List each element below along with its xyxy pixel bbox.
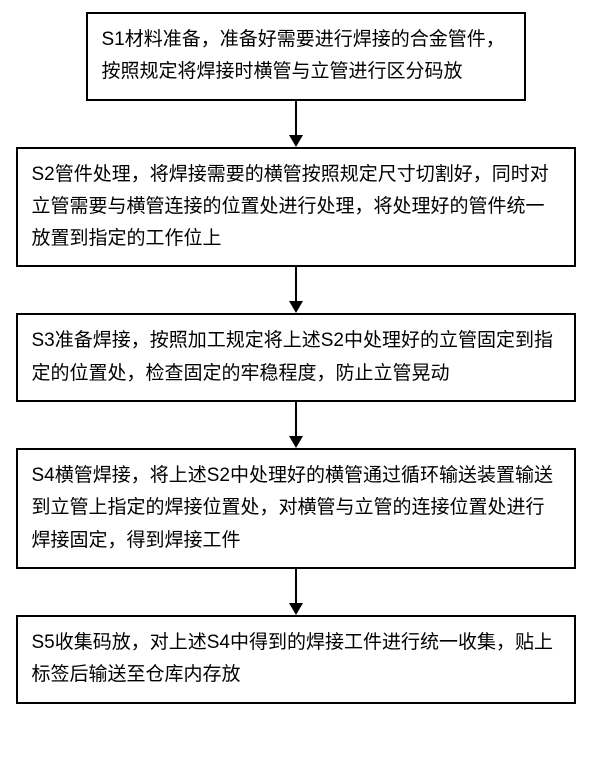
step-s3-text: S3准备焊接，按照加工规定将上述S2中处理好的立管固定到指定的位置处，检查固定的… (32, 325, 560, 390)
step-s4-text: S4横管焊接，将上述S2中处理好的横管通过循环输送装置输送到立管上指定的焊接位置… (32, 460, 560, 557)
step-s1-box: S1材料准备，准备好需要进行焊接的合金管件，按照规定将焊接时横管与立管进行区分码… (86, 12, 526, 101)
arrow-head-icon (289, 301, 303, 313)
arrow-line (295, 101, 297, 135)
arrow-s3-s4 (289, 402, 303, 448)
step-s3-box: S3准备焊接，按照加工规定将上述S2中处理好的立管固定到指定的位置处，检查固定的… (16, 313, 576, 402)
step-s5-text: S5收集码放，对上述S4中得到的焊接工件进行统一收集，贴上标签后输送至仓库内存放 (32, 627, 560, 692)
step-s1-text: S1材料准备，准备好需要进行焊接的合金管件，按照规定将焊接时横管与立管进行区分码… (102, 24, 510, 89)
arrow-head-icon (289, 603, 303, 615)
flowchart-container: S1材料准备，准备好需要进行焊接的合金管件，按照规定将焊接时横管与立管进行区分码… (0, 0, 591, 704)
step-s2-box: S2管件处理，将焊接需要的横管按照规定尺寸切割好，同时对立管需要与横管连接的位置… (16, 147, 576, 268)
arrow-s1-s2 (289, 101, 303, 147)
arrow-s2-s3 (289, 267, 303, 313)
arrow-line (295, 267, 297, 301)
step-s2-text: S2管件处理，将焊接需要的横管按照规定尺寸切割好，同时对立管需要与横管连接的位置… (32, 159, 560, 256)
step-s5-box: S5收集码放，对上述S4中得到的焊接工件进行统一收集，贴上标签后输送至仓库内存放 (16, 615, 576, 704)
arrow-head-icon (289, 436, 303, 448)
arrow-line (295, 402, 297, 436)
arrow-head-icon (289, 135, 303, 147)
arrow-s4-s5 (289, 569, 303, 615)
step-s4-box: S4横管焊接，将上述S2中处理好的横管通过循环输送装置输送到立管上指定的焊接位置… (16, 448, 576, 569)
arrow-line (295, 569, 297, 603)
